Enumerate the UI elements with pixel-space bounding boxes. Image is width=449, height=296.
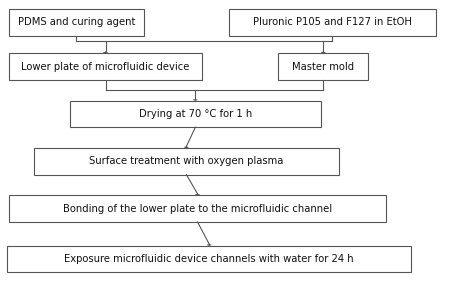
FancyBboxPatch shape [7, 246, 411, 272]
FancyBboxPatch shape [34, 148, 339, 175]
FancyBboxPatch shape [9, 195, 386, 222]
FancyBboxPatch shape [9, 53, 202, 80]
FancyBboxPatch shape [70, 101, 321, 127]
Text: Exposure microfluidic device channels with water for 24 h: Exposure microfluidic device channels wi… [64, 254, 354, 264]
Text: PDMS and curing agent: PDMS and curing agent [18, 17, 135, 27]
Text: Surface treatment with oxygen plasma: Surface treatment with oxygen plasma [89, 156, 283, 166]
FancyBboxPatch shape [9, 9, 144, 36]
FancyBboxPatch shape [229, 9, 436, 36]
Text: Pluronic P105 and F127 in EtOH: Pluronic P105 and F127 in EtOH [253, 17, 412, 27]
Text: Master mold: Master mold [292, 62, 354, 72]
Text: Lower plate of microfluidic device: Lower plate of microfluidic device [22, 62, 189, 72]
FancyBboxPatch shape [278, 53, 368, 80]
Text: Bonding of the lower plate to the microfluidic channel: Bonding of the lower plate to the microf… [63, 204, 332, 214]
Text: Drying at 70 °C for 1 h: Drying at 70 °C for 1 h [139, 109, 252, 119]
